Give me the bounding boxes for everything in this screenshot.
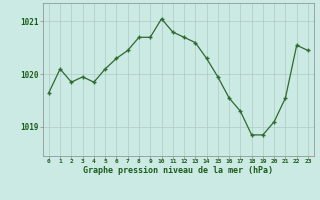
X-axis label: Graphe pression niveau de la mer (hPa): Graphe pression niveau de la mer (hPa) xyxy=(84,166,273,175)
